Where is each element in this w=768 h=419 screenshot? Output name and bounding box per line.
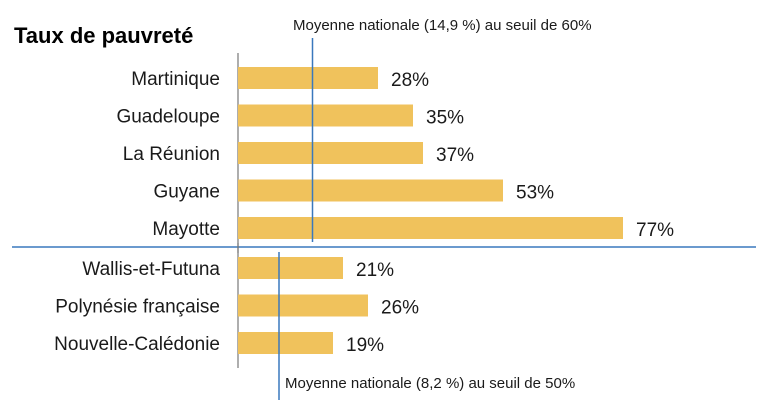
bar-la-r-union <box>238 142 423 164</box>
bar-polyn-sie-fran-aise <box>238 294 368 317</box>
category-label: Mayotte <box>152 219 220 240</box>
category-label: Guyane <box>153 182 220 203</box>
data-label: 26% <box>381 298 419 319</box>
data-label: 28% <box>391 70 429 91</box>
data-label: 19% <box>346 335 384 356</box>
bar-guyane <box>238 179 503 202</box>
chart-body: Martinique 28% Guadeloupe 35% La Réunion 37% G… <box>12 38 756 400</box>
data-label: 35% <box>426 108 464 129</box>
bar-nouvelle-cal-donie <box>238 332 333 354</box>
category-label: Martinique <box>131 69 220 90</box>
reference-label-group-2: Moyenne nationale (8,2 %) au seuil de 50… <box>285 375 575 392</box>
chart-title: Taux de pauvreté <box>14 23 193 48</box>
data-label: 21% <box>356 260 394 281</box>
bar-mayotte <box>238 217 623 239</box>
category-label: Polynésie française <box>55 297 220 318</box>
category-label: La Réunion <box>123 144 220 165</box>
bar-wallis-et-futuna <box>238 257 343 279</box>
category-label: Wallis-et-Futuna <box>82 259 220 280</box>
reference-label-group-1: Moyenne nationale (14,9 %) au seuil de 6… <box>293 17 592 34</box>
data-label: 37% <box>436 145 474 166</box>
data-label: 53% <box>516 183 554 204</box>
data-label: 77% <box>636 220 674 241</box>
category-label: Guadeloupe <box>116 107 220 128</box>
category-label: Nouvelle-Calédonie <box>54 334 220 355</box>
bar-guadeloupe <box>238 104 413 127</box>
bar-martinique <box>238 67 378 89</box>
